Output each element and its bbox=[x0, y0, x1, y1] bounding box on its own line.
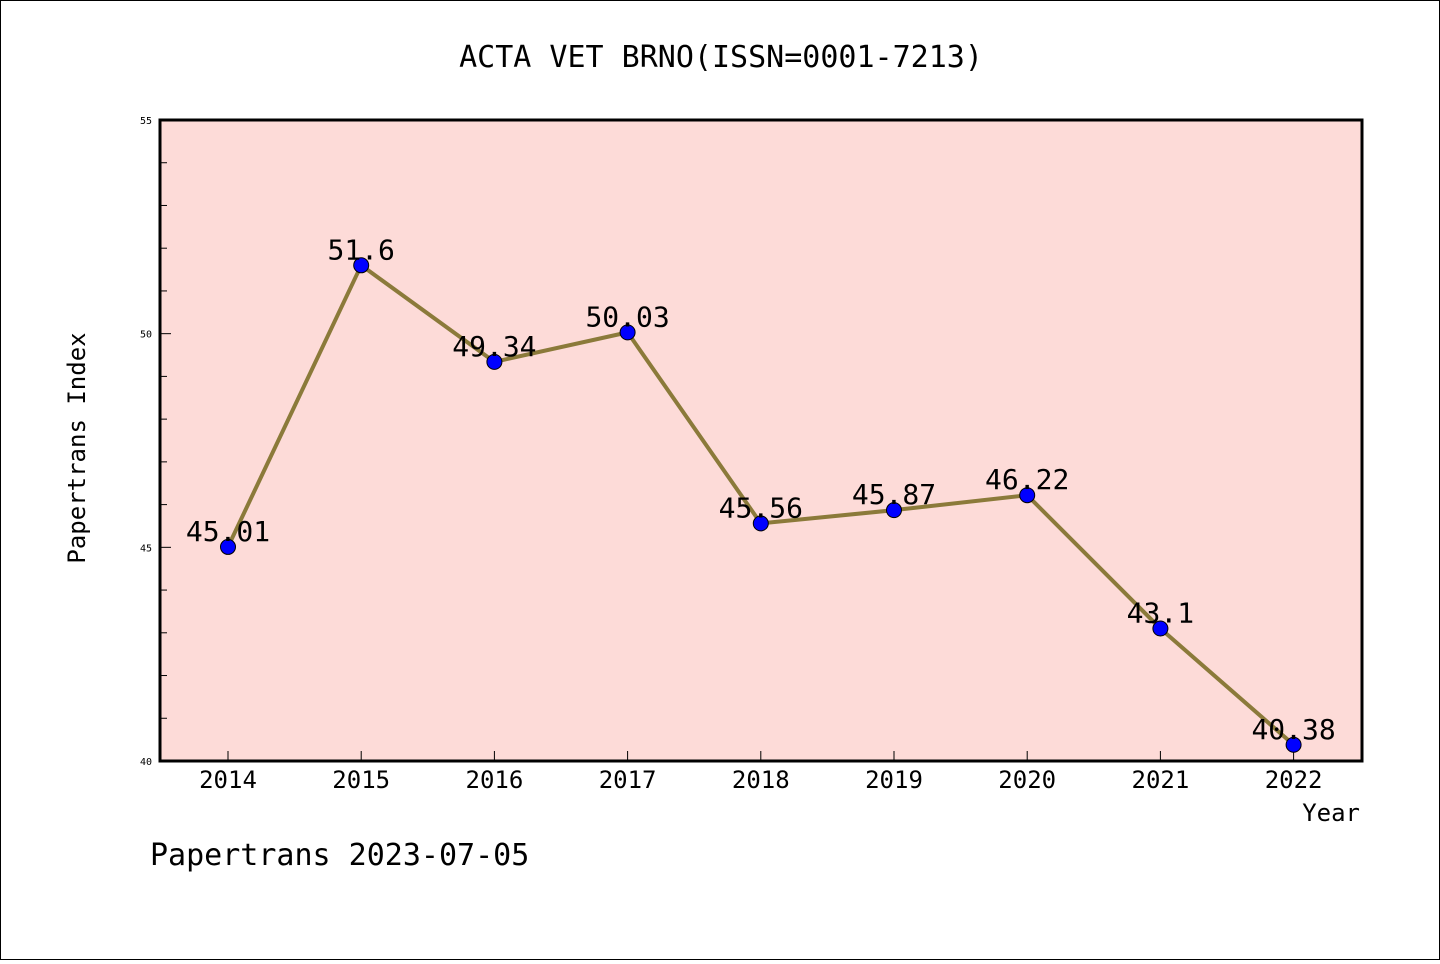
data-point bbox=[752, 515, 769, 532]
x-tick-label: 2021 bbox=[1132, 766, 1190, 794]
data-point bbox=[619, 324, 636, 341]
x-tick-label: 2018 bbox=[732, 766, 790, 794]
x-tick-label: 2020 bbox=[998, 766, 1056, 794]
data-point bbox=[486, 353, 503, 370]
x-tick-label: 2019 bbox=[865, 766, 923, 794]
plot-area bbox=[158, 118, 1364, 763]
data-point bbox=[220, 538, 236, 555]
data-label: 45.56 bbox=[719, 491, 803, 524]
y-tick-label: 50 bbox=[140, 330, 152, 341]
footer-source-date: Papertrans 2023-07-05 bbox=[150, 838, 529, 873]
x-tick-label: 2022 bbox=[1265, 766, 1323, 794]
y-tick-label: 40 bbox=[140, 757, 152, 768]
data-label: 46.22 bbox=[985, 463, 1069, 496]
data-point bbox=[1152, 620, 1169, 637]
data-labels: 45.01 51.6 49.34 50.03 45.56 45.87 46.22 43.1 40… bbox=[186, 233, 1336, 745]
x-tick-label: 2015 bbox=[332, 766, 390, 794]
data-label: 49.34 bbox=[452, 330, 536, 363]
x-axis-ticks: 2014 2015 2016 2017 2018 2019 2020 2021 2022 bbox=[199, 751, 1322, 794]
data-points bbox=[220, 257, 1302, 753]
x-tick-label: 2016 bbox=[466, 766, 524, 794]
data-label: 50.03 bbox=[585, 300, 669, 333]
data-label: 45.87 bbox=[852, 478, 936, 511]
y-axis-ticks: 40 45 50 55 bbox=[140, 116, 171, 768]
y-axis-label: Papertrans Index bbox=[63, 332, 91, 563]
y-tick-label: 45 bbox=[140, 543, 152, 554]
x-tick-label: 2017 bbox=[599, 766, 657, 794]
data-point bbox=[1285, 736, 1302, 753]
data-label: 51.6 bbox=[327, 233, 394, 266]
chart-title: ACTA VET BRNO(ISSN=0001-7213) bbox=[459, 40, 983, 75]
data-point bbox=[353, 257, 370, 274]
x-tick-label: 2014 bbox=[199, 766, 257, 794]
data-label: 43.1 bbox=[1127, 597, 1194, 630]
data-label: 40.38 bbox=[1251, 713, 1335, 746]
data-point bbox=[1019, 487, 1036, 504]
y-tick-label: 55 bbox=[140, 116, 152, 127]
x-axis-label: Year bbox=[1302, 799, 1360, 827]
data-label: 45.01 bbox=[186, 515, 270, 548]
data-point bbox=[886, 502, 902, 519]
